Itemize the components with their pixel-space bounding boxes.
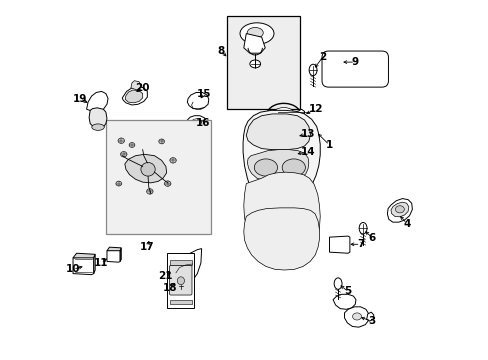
Text: 18: 18 xyxy=(163,283,177,293)
Ellipse shape xyxy=(358,222,366,234)
FancyBboxPatch shape xyxy=(169,265,192,295)
Ellipse shape xyxy=(395,206,404,213)
Ellipse shape xyxy=(129,143,135,148)
Polygon shape xyxy=(329,236,349,253)
Polygon shape xyxy=(120,248,121,261)
Polygon shape xyxy=(269,165,280,168)
Ellipse shape xyxy=(272,108,294,122)
Polygon shape xyxy=(107,247,121,251)
Text: 14: 14 xyxy=(300,147,315,157)
Ellipse shape xyxy=(246,27,263,38)
Text: 15: 15 xyxy=(197,89,211,99)
Polygon shape xyxy=(244,33,264,53)
Ellipse shape xyxy=(177,277,184,285)
Text: 21: 21 xyxy=(158,271,172,281)
Ellipse shape xyxy=(159,139,164,144)
Ellipse shape xyxy=(141,162,155,176)
Text: 5: 5 xyxy=(344,287,351,296)
Polygon shape xyxy=(278,129,295,142)
Polygon shape xyxy=(124,154,166,183)
Polygon shape xyxy=(390,202,408,217)
Polygon shape xyxy=(170,260,191,265)
Ellipse shape xyxy=(92,124,104,130)
Text: 2: 2 xyxy=(319,52,326,62)
Ellipse shape xyxy=(146,189,153,194)
Polygon shape xyxy=(73,257,94,275)
Ellipse shape xyxy=(308,64,316,76)
Polygon shape xyxy=(243,111,320,213)
Ellipse shape xyxy=(269,148,290,162)
Polygon shape xyxy=(131,81,141,91)
Ellipse shape xyxy=(118,138,124,143)
Ellipse shape xyxy=(282,159,305,176)
Polygon shape xyxy=(89,108,107,128)
Bar xyxy=(166,252,194,308)
Text: 6: 6 xyxy=(368,233,375,243)
Polygon shape xyxy=(386,199,411,222)
Text: 11: 11 xyxy=(94,258,108,268)
Text: 17: 17 xyxy=(140,242,154,252)
Polygon shape xyxy=(297,109,304,118)
Ellipse shape xyxy=(121,152,127,157)
Bar xyxy=(226,16,299,109)
Text: 10: 10 xyxy=(66,264,80,274)
Text: 16: 16 xyxy=(196,118,210,128)
Polygon shape xyxy=(187,93,208,109)
Polygon shape xyxy=(366,312,373,321)
Text: 4: 4 xyxy=(403,219,410,229)
Bar xyxy=(106,120,211,234)
Polygon shape xyxy=(186,116,205,130)
Ellipse shape xyxy=(164,181,171,186)
Polygon shape xyxy=(246,114,310,150)
Ellipse shape xyxy=(352,313,361,320)
Ellipse shape xyxy=(254,159,277,176)
Polygon shape xyxy=(280,133,290,137)
Text: 20: 20 xyxy=(135,83,150,93)
Polygon shape xyxy=(332,294,355,309)
Polygon shape xyxy=(170,300,191,304)
Ellipse shape xyxy=(116,181,122,186)
Text: 13: 13 xyxy=(300,129,315,139)
Text: 19: 19 xyxy=(73,94,87,104)
Ellipse shape xyxy=(333,278,341,289)
Text: 12: 12 xyxy=(308,104,323,114)
FancyBboxPatch shape xyxy=(322,51,387,87)
Polygon shape xyxy=(107,249,120,262)
Polygon shape xyxy=(190,118,202,127)
Text: 3: 3 xyxy=(367,316,374,326)
Polygon shape xyxy=(73,253,95,258)
Ellipse shape xyxy=(277,153,283,157)
Polygon shape xyxy=(247,150,308,182)
Polygon shape xyxy=(344,307,368,327)
Polygon shape xyxy=(244,172,320,260)
Polygon shape xyxy=(86,91,108,111)
Polygon shape xyxy=(125,90,142,103)
Polygon shape xyxy=(94,254,95,274)
Text: 7: 7 xyxy=(356,239,364,249)
Text: 9: 9 xyxy=(351,57,358,67)
Polygon shape xyxy=(122,86,147,105)
Polygon shape xyxy=(172,249,201,288)
Text: 1: 1 xyxy=(325,140,332,150)
Ellipse shape xyxy=(249,60,260,68)
Text: 8: 8 xyxy=(217,46,224,56)
Ellipse shape xyxy=(240,23,273,44)
Ellipse shape xyxy=(260,141,300,168)
Polygon shape xyxy=(244,208,319,270)
Ellipse shape xyxy=(169,158,176,163)
